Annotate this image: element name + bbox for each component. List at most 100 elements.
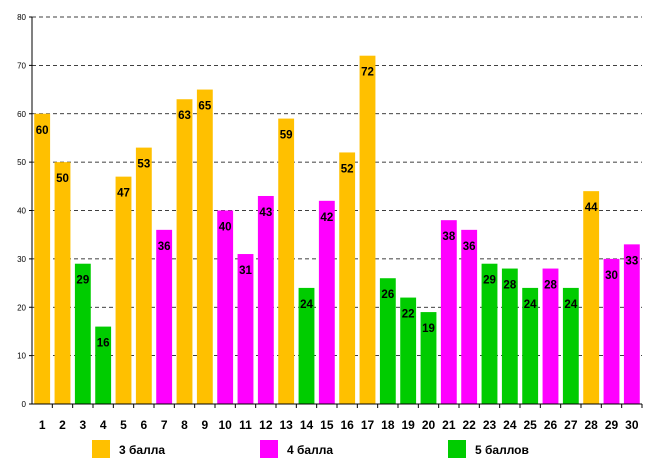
x-tick-label-2: 2	[59, 418, 66, 432]
x-tick-label-19: 19	[401, 418, 415, 432]
x-tick-label-22: 22	[462, 418, 476, 432]
bar-28	[583, 191, 600, 404]
legend: 3 балла 4 балла 5 баллов	[92, 440, 529, 458]
legend-swatch-5	[448, 440, 466, 458]
data-label-19: 22	[402, 309, 415, 321]
bar-1	[34, 113, 51, 404]
data-label-26: 28	[544, 280, 557, 292]
bar-3	[74, 263, 91, 404]
data-label-22: 36	[463, 241, 476, 253]
x-tick-label-17: 17	[361, 418, 375, 432]
data-label-24: 28	[503, 280, 516, 292]
bar-17	[359, 55, 376, 404]
x-tick-label-6: 6	[140, 418, 147, 432]
bar-24	[501, 268, 518, 404]
y-tick-label: 40	[17, 207, 26, 216]
x-tick-label-27: 27	[564, 418, 578, 432]
legend-label-5: 5 баллов	[475, 443, 529, 457]
data-label-6: 53	[137, 159, 150, 171]
y-tick-label: 10	[17, 352, 26, 361]
bar-19	[400, 297, 417, 404]
x-tick-label-16: 16	[340, 418, 354, 432]
x-tick-label-20: 20	[422, 418, 436, 432]
data-label-4: 16	[97, 338, 110, 350]
y-tick-label: 30	[17, 255, 26, 264]
bar-9	[196, 89, 213, 404]
data-label-1: 60	[36, 125, 49, 137]
x-tick-label-11: 11	[239, 418, 252, 432]
bar-12	[257, 195, 274, 404]
legend-swatch-3	[92, 440, 110, 458]
y-tick-label: 20	[17, 303, 26, 312]
y-tick-label: 70	[17, 61, 26, 70]
bar-23	[481, 263, 498, 404]
x-tick-label-8: 8	[181, 418, 188, 432]
bar-5	[115, 176, 132, 404]
data-label-17: 72	[361, 67, 374, 79]
x-tick-label-23: 23	[483, 418, 497, 432]
bar-16	[339, 152, 356, 404]
x-tick-label-5: 5	[120, 418, 127, 432]
data-label-14: 24	[300, 299, 313, 311]
bar-27	[562, 287, 579, 404]
data-label-11: 31	[239, 265, 252, 277]
data-label-12: 43	[259, 207, 272, 219]
x-tick-label-3: 3	[79, 418, 86, 432]
bar-4	[95, 326, 112, 404]
data-label-29: 30	[605, 270, 618, 282]
x-tick-label-18: 18	[381, 418, 395, 432]
x-tick-label-29: 29	[605, 418, 619, 432]
data-label-20: 19	[422, 323, 435, 335]
y-tick-label: 0	[22, 400, 27, 409]
data-labels: 60 50 29 16 47 53 36 63 65 40 31 43 59 24 42 52 72 26 22 19…	[36, 67, 638, 350]
x-tick-label-9: 9	[201, 418, 208, 432]
legend-swatch-4	[260, 440, 278, 458]
data-label-25: 24	[524, 299, 537, 311]
x-tick-label-24: 24	[503, 418, 517, 432]
bars	[34, 55, 640, 405]
data-label-2: 50	[56, 173, 69, 185]
data-label-21: 38	[442, 231, 455, 243]
bar-13	[278, 118, 295, 405]
x-tick-label-25: 25	[523, 418, 537, 432]
x-tick-label-21: 21	[442, 418, 456, 432]
grid-lines	[32, 16, 642, 357]
data-label-5: 47	[117, 188, 130, 200]
bar-18	[379, 278, 396, 404]
y-tick-label: 50	[17, 158, 26, 167]
x-tick-label-10: 10	[218, 418, 232, 432]
bar-20	[420, 312, 437, 404]
data-label-10: 40	[219, 222, 232, 234]
bar-2	[54, 162, 71, 404]
bar-6	[135, 147, 152, 405]
bar-25	[522, 287, 539, 404]
x-tick-label-7: 7	[161, 418, 168, 432]
x-tick-label-1: 1	[39, 418, 46, 432]
x-tick-label-15: 15	[320, 418, 334, 432]
data-label-28: 44	[585, 202, 598, 214]
y-tick-label: 60	[17, 110, 26, 119]
bar-22	[461, 229, 478, 404]
data-label-15: 42	[320, 212, 333, 224]
data-label-27: 24	[564, 299, 577, 311]
x-tick-label-30: 30	[625, 418, 639, 432]
data-label-23: 29	[483, 275, 496, 287]
bar-10	[217, 210, 234, 404]
x-tick-label-14: 14	[300, 418, 314, 432]
bar-7	[156, 229, 173, 404]
bar-14	[298, 287, 315, 404]
data-label-30: 33	[625, 255, 638, 267]
data-label-8: 63	[178, 110, 191, 122]
x-tick-label-12: 12	[259, 418, 273, 432]
y-tick-label: 80	[17, 13, 26, 22]
bar-21	[440, 220, 457, 404]
x-tick-label-26: 26	[544, 418, 558, 432]
bar-11	[237, 254, 254, 404]
data-label-16: 52	[341, 163, 354, 175]
data-label-9: 65	[198, 101, 211, 113]
data-label-3: 29	[76, 275, 89, 287]
data-label-18: 26	[381, 289, 394, 301]
data-label-13: 59	[280, 130, 293, 142]
